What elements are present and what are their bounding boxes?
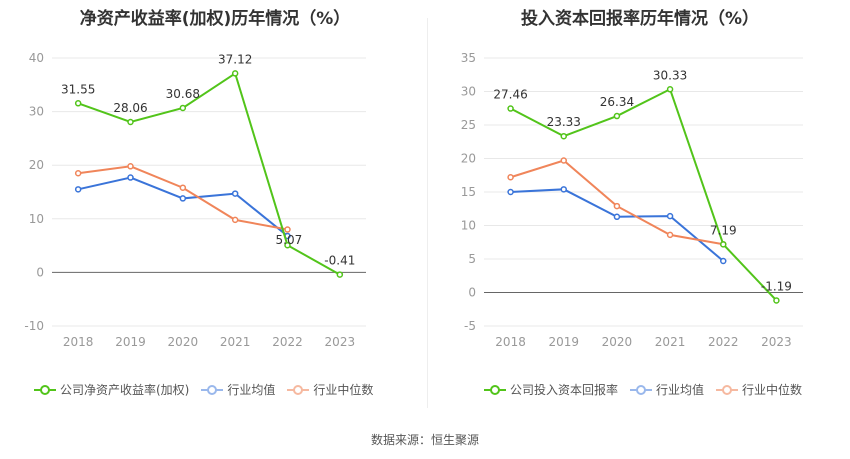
y-tick-label: 5 — [468, 252, 476, 266]
y-tick-label: 25 — [461, 118, 476, 132]
data-label: -0.41 — [324, 254, 355, 268]
data-label: 26.34 — [600, 95, 634, 109]
legend-label: 行业均值 — [227, 383, 276, 397]
legend-label: 公司净资产收益率(加权) — [60, 383, 190, 397]
data-point[interactable] — [231, 70, 239, 77]
data-label: 5.07 — [276, 233, 303, 247]
data-point[interactable] — [74, 186, 82, 193]
data-label: 23.33 — [547, 115, 581, 129]
x-tick-label: 2018 — [495, 335, 526, 349]
data-point[interactable] — [127, 163, 134, 170]
data-point[interactable] — [507, 188, 514, 196]
data-point[interactable] — [284, 241, 291, 249]
data-label: 31.55 — [61, 82, 95, 96]
data-point[interactable] — [613, 213, 621, 221]
data-point[interactable] — [613, 202, 621, 210]
data-label: 27.46 — [493, 88, 527, 102]
legend-marker-icon — [201, 384, 224, 396]
y-tick-label: 0 — [36, 265, 44, 279]
data-point[interactable] — [284, 226, 291, 233]
chart-title-roe: 净资产收益率(加权)历年情况（%） — [79, 9, 351, 29]
data-point[interactable] — [179, 184, 187, 191]
series-line — [77, 71, 341, 276]
data-label: 30.33 — [653, 68, 687, 82]
data-point[interactable] — [127, 118, 134, 126]
data-point[interactable] — [179, 104, 187, 112]
data-point[interactable] — [720, 257, 727, 265]
legend-marker-icon — [716, 384, 739, 396]
series-line — [510, 159, 724, 246]
legend-item-industry-median[interactable]: 行业中位数 — [287, 381, 373, 398]
y-tick-label: -10 — [24, 319, 44, 333]
data-point[interactable] — [666, 231, 674, 239]
legend-label: 行业中位数 — [742, 383, 803, 397]
x-tick-label: 2019 — [115, 335, 146, 349]
roe-line-chart: -10 0 10 20 30 40 2018 2019 2020 2021 2022 2023 31.5… — [24, 51, 366, 349]
data-point[interactable] — [336, 271, 344, 278]
y-tick-label: 20 — [29, 158, 44, 172]
legend-item-industry-median[interactable]: 行业中位数 — [716, 381, 802, 398]
series-line — [510, 87, 778, 302]
y-tick-label: 10 — [29, 212, 44, 226]
y-tick-label: 30 — [29, 105, 44, 119]
x-tick-label: 2023 — [325, 335, 356, 349]
y-tick-label: 40 — [29, 51, 44, 65]
legend-item-industry-mean[interactable]: 行业均值 — [630, 381, 704, 398]
data-point[interactable] — [720, 241, 727, 248]
roic-legend: 公司投入资本回报率 行业均值 行业中位数 — [484, 381, 814, 398]
roe-legend: 公司净资产收益率(加权) 行业均值 行业中位数 — [34, 381, 385, 398]
y-tick-label: 35 — [461, 51, 476, 65]
y-tick-label: 0 — [468, 286, 476, 300]
x-tick-label: 2023 — [761, 335, 792, 349]
legend-marker-icon — [34, 384, 56, 396]
data-point[interactable] — [74, 100, 82, 107]
data-label: -1.19 — [761, 279, 792, 293]
data-label: 7.19 — [710, 223, 737, 237]
data-point[interactable] — [560, 157, 567, 164]
data-source-note: 数据来源：恒生聚源 — [370, 433, 479, 447]
y-tick-label: 30 — [461, 85, 476, 99]
legend-item-company-roic[interactable]: 公司投入资本回报率 — [484, 381, 618, 398]
legend-marker-icon — [484, 384, 506, 396]
legend-label: 公司投入资本回报率 — [510, 383, 619, 397]
data-point[interactable] — [127, 174, 134, 181]
legend-marker-icon — [287, 384, 310, 396]
data-point[interactable] — [507, 105, 514, 112]
legend-marker-icon — [630, 384, 653, 396]
chart-title-roic: 投入资本回报率历年情况（%） — [520, 9, 760, 29]
roic-line-chart: -5 0 5 10 15 20 25 30 35 2018 2019 2020 2021 2022 2023… — [461, 51, 803, 349]
y-tick-label: -5 — [464, 319, 476, 333]
x-tick-label: 2019 — [548, 335, 579, 349]
data-point[interactable] — [507, 174, 514, 181]
legend-label: 行业均值 — [656, 383, 705, 397]
legend-item-company-roe[interactable]: 公司净资产收益率(加权) — [34, 381, 189, 398]
data-point[interactable] — [560, 132, 567, 140]
x-tick-label: 2022 — [272, 335, 303, 349]
y-tick-label: 20 — [461, 152, 476, 166]
data-point[interactable] — [74, 169, 82, 177]
y-tick-label: 15 — [461, 185, 476, 199]
data-point[interactable] — [666, 86, 674, 93]
x-tick-label: 2021 — [220, 335, 251, 349]
data-point[interactable] — [613, 112, 621, 120]
y-tick-label: 10 — [461, 219, 476, 233]
x-tick-label: 2022 — [708, 335, 739, 349]
data-label: 30.68 — [166, 87, 200, 101]
data-label: 37.12 — [218, 52, 252, 66]
data-point[interactable] — [773, 297, 780, 304]
data-point[interactable] — [179, 195, 187, 202]
x-tick-label: 2020 — [168, 335, 199, 349]
data-point[interactable] — [666, 212, 674, 220]
x-tick-label: 2018 — [63, 335, 94, 349]
x-tick-label: 2021 — [655, 335, 686, 349]
x-tick-label: 2020 — [602, 335, 633, 349]
chart-divider — [427, 18, 428, 408]
data-point[interactable] — [560, 186, 567, 193]
data-point[interactable] — [231, 190, 239, 197]
data-point[interactable] — [231, 216, 239, 224]
legend-item-industry-mean[interactable]: 行业均值 — [201, 381, 275, 398]
data-label: 28.06 — [113, 101, 147, 115]
legend-label: 行业中位数 — [313, 383, 374, 397]
